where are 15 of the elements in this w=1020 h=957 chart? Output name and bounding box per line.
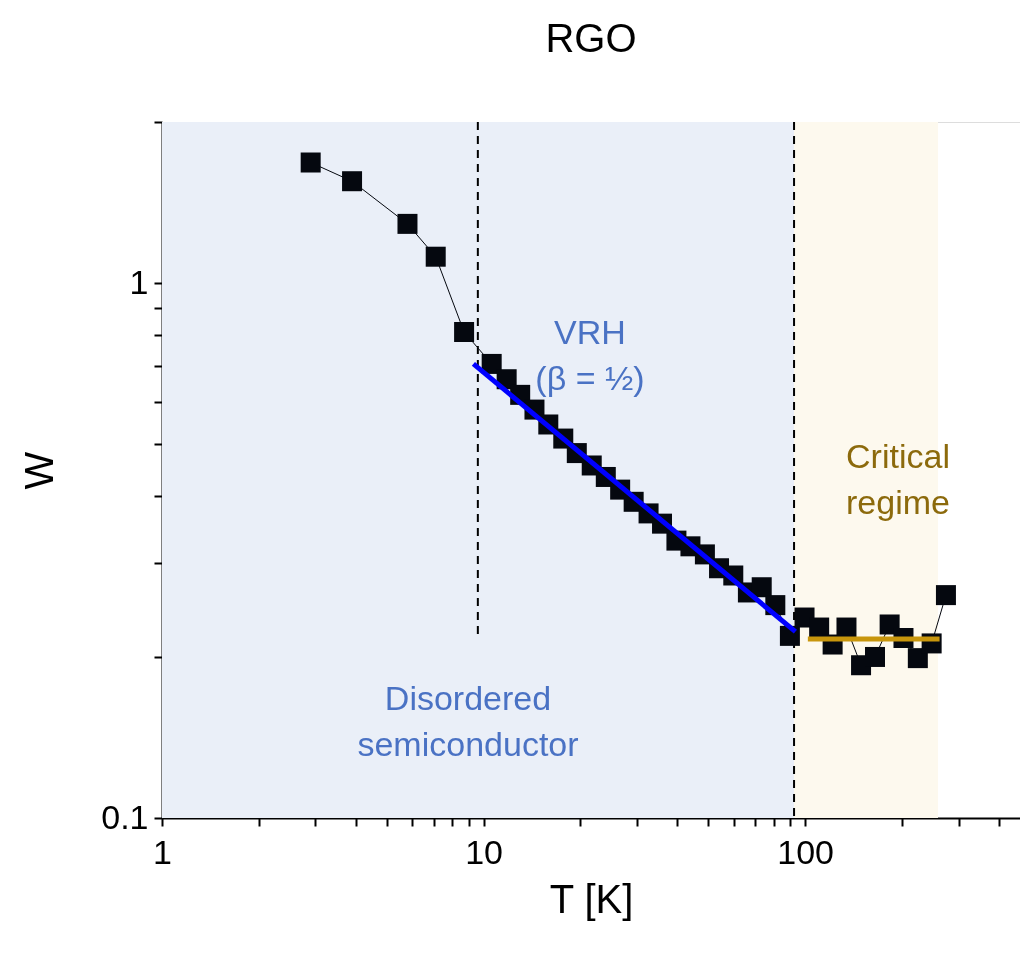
x-tick-label: 10	[465, 832, 503, 871]
annotation: VRH (β = ½)	[535, 313, 645, 397]
chart-title: RGO	[545, 16, 637, 60]
point	[865, 646, 886, 667]
point	[907, 648, 928, 669]
annotation: Critical regime	[846, 437, 950, 521]
annotation: Disordered semiconductor	[357, 679, 579, 763]
point	[935, 585, 956, 606]
y-tick-label: 0.1	[101, 797, 149, 836]
x-axis-title: T [K]	[549, 876, 634, 921]
point	[836, 617, 857, 638]
point	[809, 617, 830, 638]
y-axis-title: W	[17, 451, 62, 490]
x-tick-label: 100	[777, 832, 834, 871]
point	[751, 577, 772, 598]
